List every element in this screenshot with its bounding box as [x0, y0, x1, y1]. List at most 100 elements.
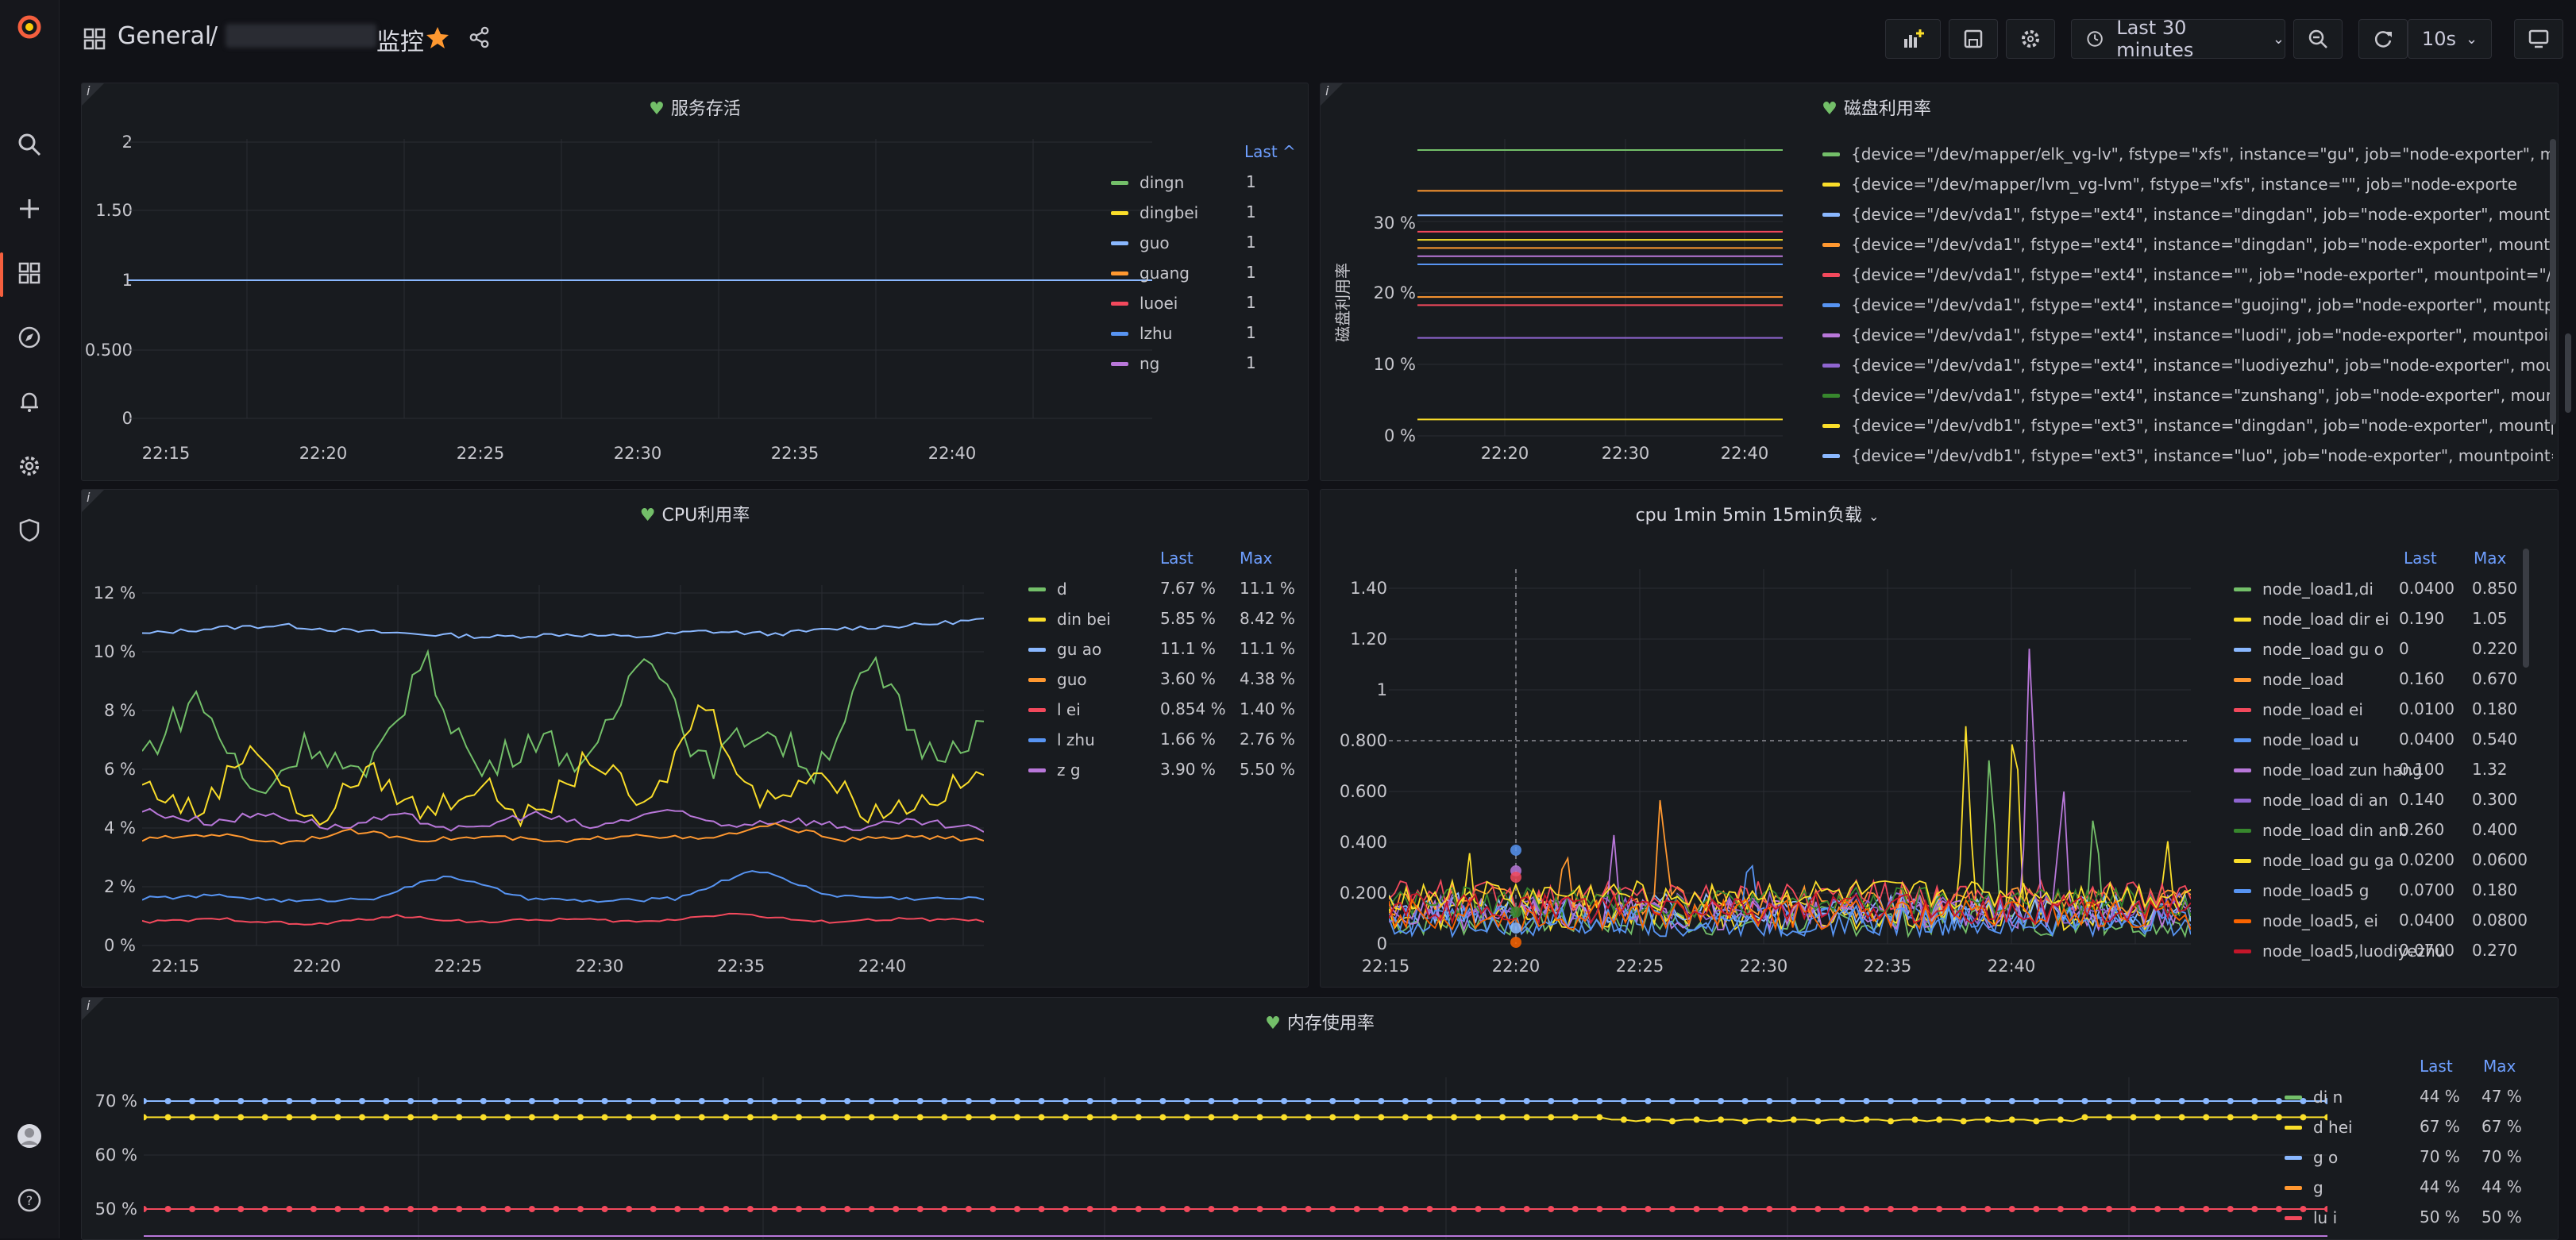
legend-header-last[interactable]: Last	[1160, 549, 1194, 568]
legend-item[interactable]: guo	[1111, 228, 1170, 258]
load-chart[interactable]	[1389, 569, 2191, 949]
legend-item[interactable]: node_load zun hang	[2234, 755, 2423, 785]
panel-info-icon[interactable]: i	[1321, 83, 1343, 106]
legend-item[interactable]: luoei	[1111, 288, 1178, 318]
legend-swatch	[2285, 1095, 2302, 1099]
monitor-icon	[2528, 29, 2549, 48]
disk-chart[interactable]	[1417, 139, 1783, 439]
legend-item[interactable]: {device="/dev/vda1", fstype="ext4", inst…	[1822, 199, 2553, 229]
series-point	[2203, 1114, 2210, 1121]
legend-swatch	[1111, 361, 1128, 366]
panel-info-icon[interactable]: i	[82, 83, 104, 106]
cpu-chart[interactable]	[142, 585, 984, 950]
legend-item[interactable]: d	[1028, 574, 1067, 604]
memory-chart[interactable]	[144, 1077, 2327, 1239]
panel-info-icon[interactable]: i	[82, 490, 104, 512]
series-point	[1741, 1206, 1749, 1212]
legend-item[interactable]: d hei	[2285, 1112, 2353, 1142]
legend-item[interactable]: node_load ei	[2234, 695, 2363, 725]
legend-item[interactable]: {device="/dev/mapper/lvm_vg-lvm", fstype…	[1822, 169, 2517, 199]
y-tick: 50 %	[94, 1200, 137, 1219]
legend-header-max[interactable]: Max	[2483, 1057, 2516, 1076]
legend-header-last[interactable]: Last	[2420, 1057, 2453, 1076]
panel-title[interactable]: ♥ 磁盘利用率	[1822, 99, 1931, 119]
legend-item[interactable]: guo	[1028, 664, 1087, 695]
zoom-out-button[interactable]	[2293, 19, 2343, 59]
panel-title[interactable]: ♥ 内存使用率	[1265, 1014, 1375, 1034]
legend-item[interactable]: l ei	[1028, 695, 1081, 725]
legend-item[interactable]: gu ao	[1028, 634, 1101, 664]
help-icon[interactable]: ?	[13, 1184, 45, 1216]
legend-last: 0.190	[2399, 609, 2445, 628]
breadcrumb-folder[interactable]: General	[118, 22, 212, 50]
search-icon[interactable]	[13, 129, 45, 160]
gear-icon[interactable]	[13, 450, 45, 482]
time-range-picker[interactable]: Last 30 minutes ⌄	[2071, 17, 2285, 61]
legend-item[interactable]: g o	[2285, 1142, 2338, 1173]
legend-item[interactable]: lu i	[2285, 1203, 2337, 1233]
plus-icon[interactable]	[13, 193, 45, 225]
panel-title[interactable]: ♥ CPU利用率	[639, 506, 750, 526]
avatar[interactable]	[13, 1120, 45, 1152]
star-icon[interactable]	[426, 25, 449, 52]
legend-item[interactable]: node_load	[2234, 664, 2344, 695]
refresh-button[interactable]	[2358, 19, 2408, 59]
legend-item[interactable]: di n	[2285, 1082, 2343, 1112]
legend-item[interactable]: node_load5 g	[2234, 876, 2369, 906]
legend-item[interactable]: dingbei	[1111, 198, 1198, 228]
page-title[interactable]: 监控	[376, 29, 424, 56]
panel-title[interactable]: cpu 1min 5min 15min负载 ⌄	[1635, 506, 1880, 526]
legend-scrollbar[interactable]	[2523, 549, 2529, 668]
legend-item[interactable]: node_load di an	[2234, 785, 2389, 815]
legend-header-max[interactable]: Max	[1240, 549, 1273, 568]
legend-item[interactable]: node_load5,luodiyezhu	[2234, 936, 2445, 966]
settings-button[interactable]	[2006, 19, 2055, 59]
legend-item[interactable]: node_load5, ei	[2234, 906, 2378, 936]
service-chart[interactable]	[128, 139, 1152, 428]
legend-item[interactable]: node_load din anb	[2234, 815, 2408, 845]
legend-item[interactable]: {device="/dev/mapper/elk_vg-lv", fstype=…	[1822, 139, 2553, 169]
refresh-interval-picker[interactable]: 10s ⌄	[2408, 19, 2492, 59]
series-point	[819, 1114, 827, 1121]
legend-item[interactable]: node_load dir ei	[2234, 604, 2389, 634]
share-icon[interactable]	[469, 26, 491, 52]
legend-item[interactable]: node_load gu o	[2234, 634, 2384, 664]
legend-item[interactable]: {device="/dev/vda1", fstype="ext4", inst…	[1822, 380, 2553, 410]
legend-item[interactable]: {device="/dev/vda1", fstype="ext4", inst…	[1822, 350, 2553, 380]
legend-item[interactable]: {device="/dev/vdb1", fstype="ext3", inst…	[1822, 441, 2553, 471]
legend-item[interactable]: node_load gu ga	[2234, 845, 2394, 876]
add-panel-button[interactable]	[1885, 19, 1941, 59]
legend-item[interactable]: node_load1,di	[2234, 574, 2374, 604]
legend-item[interactable]: l zhu	[1028, 725, 1095, 755]
legend-header-last[interactable]: Last	[2404, 549, 2437, 568]
compass-icon[interactable]	[13, 322, 45, 353]
hover-point	[1510, 845, 1521, 856]
save-dashboard-button[interactable]	[1949, 19, 1998, 59]
legend-item[interactable]: node_load u	[2234, 725, 2359, 755]
legend-item[interactable]: {device="/dev/vdb1", fstype="ext3", inst…	[1822, 410, 2553, 441]
legend-item[interactable]: z g	[1028, 755, 1081, 785]
legend-item[interactable]: {device="/dev/vda1", fstype="ext4", inst…	[1822, 320, 2553, 350]
shield-icon[interactable]	[13, 514, 45, 546]
legend-item[interactable]: guang	[1111, 258, 1190, 288]
legend-item[interactable]: {device="/dev/vda1", fstype="ext4", inst…	[1822, 229, 2553, 260]
legend-item[interactable]: din bei	[1028, 604, 1111, 634]
legend-item[interactable]: g	[2285, 1173, 2323, 1203]
page-scrollbar[interactable]	[2565, 333, 2571, 413]
bell-icon[interactable]	[13, 386, 45, 418]
legend-item[interactable]: {device="/dev/vda1", fstype="ext4", inst…	[1822, 260, 2552, 290]
legend-item[interactable]: ng	[1111, 349, 1159, 379]
legend-item[interactable]: lzhu	[1111, 318, 1172, 349]
dashboards-icon[interactable]	[13, 257, 45, 289]
legend-header-max[interactable]: Max	[2474, 549, 2507, 568]
panel-info-icon[interactable]: i	[82, 998, 104, 1020]
series-point	[213, 1098, 220, 1104]
panel-title[interactable]: ♥ 服务存活	[649, 99, 741, 119]
grafana-logo-icon[interactable]	[13, 11, 45, 43]
tv-mode-button[interactable]	[2514, 19, 2563, 59]
legend-scrollbar[interactable]	[2550, 139, 2556, 425]
legend-item[interactable]: dingn	[1111, 168, 1184, 198]
x-tick: 22:25	[1615, 957, 1664, 976]
legend-item[interactable]: {device="/dev/vda1", fstype="ext4", inst…	[1822, 290, 2553, 320]
legend-sort-last[interactable]: Last ^	[1244, 142, 1296, 161]
